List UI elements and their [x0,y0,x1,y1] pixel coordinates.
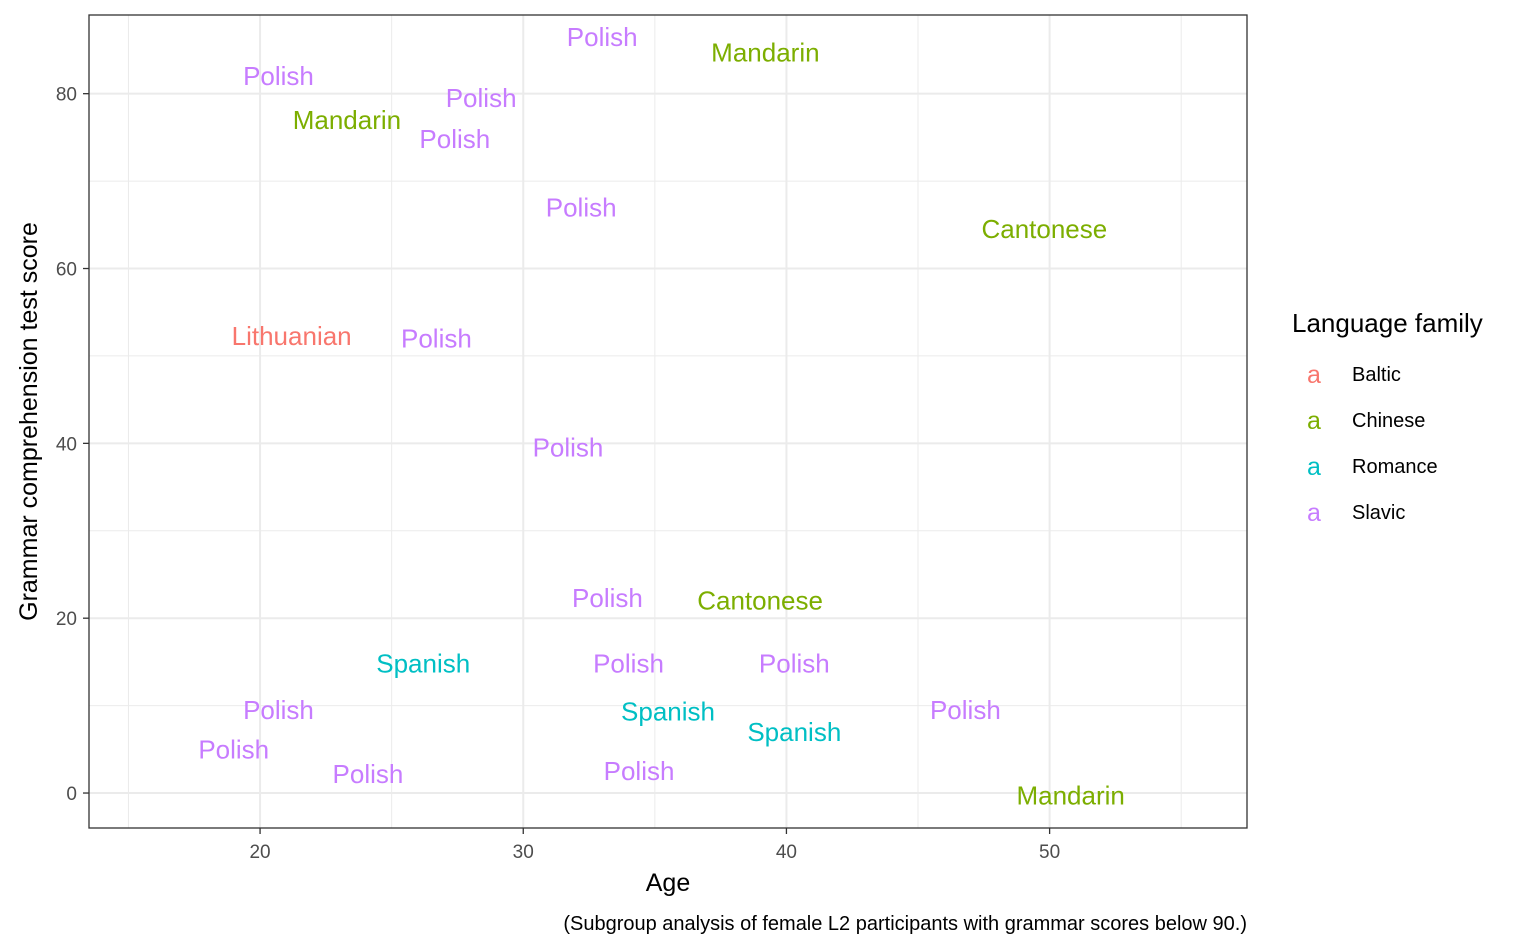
point-label-romance: Spanish [747,717,841,747]
point-label-chinese: Cantonese [697,586,823,616]
legend-label-chinese: Chinese [1352,410,1425,432]
legend-key-slavic: a [1307,499,1321,527]
point-label-slavic: Polish [593,649,664,679]
point-label-slavic: Polish [333,759,404,789]
x-tick-label: 40 [776,842,797,863]
y-tick-label: 40 [56,434,77,455]
x-axis-title: Age [646,869,690,897]
point-label-slavic: Polish [419,124,490,154]
point-label-slavic: Polish [759,649,830,679]
point-label-slavic: Polish [198,734,269,764]
legend-title: Language family [1292,308,1483,338]
legend-key-romance: a [1307,453,1321,481]
y-tick-label: 0 [66,784,77,805]
axes: 20 30 40 50 0 20 40 60 80 [56,85,1060,863]
legend-label-romance: Romance [1352,456,1438,478]
point-label-slavic: Polish [243,695,314,725]
plot-panel-border [88,14,1248,829]
grid-lines [89,15,1247,828]
point-label-slavic: Polish [567,22,638,52]
point-label-slavic: Polish [533,433,604,463]
point-label-chinese: Cantonese [981,214,1107,244]
y-tick-label: 80 [56,85,77,106]
point-label-chinese: Mandarin [711,38,819,68]
y-tick-label: 20 [56,609,77,630]
x-tick-label: 50 [1039,842,1060,863]
point-label-romance: Spanish [621,697,715,727]
legend-key-chinese: a [1307,407,1321,435]
point-label-slavic: Polish [446,83,517,113]
legend-label-baltic: Baltic [1352,364,1401,386]
y-axis-title: Grammar comprehension test score [15,222,43,621]
point-label-slavic: Polish [572,583,643,613]
point-label-baltic: Lithuanian [232,321,352,351]
point-label-slavic: Polish [930,695,1001,725]
data-labels: Polish Mandarin Polish Polish Mandarin Polish… [198,22,1125,811]
point-label-slavic: Polish [243,61,314,91]
point-label-slavic: Polish [604,756,675,786]
legend-key-baltic: a [1307,361,1321,389]
x-tick-label: 30 [513,842,534,863]
point-label-slavic: Polish [401,323,472,353]
point-label-slavic: Polish [546,192,617,222]
y-tick-label: 60 [56,260,77,281]
point-label-chinese: Mandarin [293,105,401,135]
legend-items: a Baltic a Chinese a Romance a Slavic [1307,361,1438,527]
x-tick-label: 20 [249,842,270,863]
point-label-romance: Spanish [376,649,470,679]
legend-label-slavic: Slavic [1352,502,1405,524]
chart-caption: (Subgroup analysis of female L2 particip… [563,913,1247,935]
point-label-chinese: Mandarin [1016,781,1124,811]
